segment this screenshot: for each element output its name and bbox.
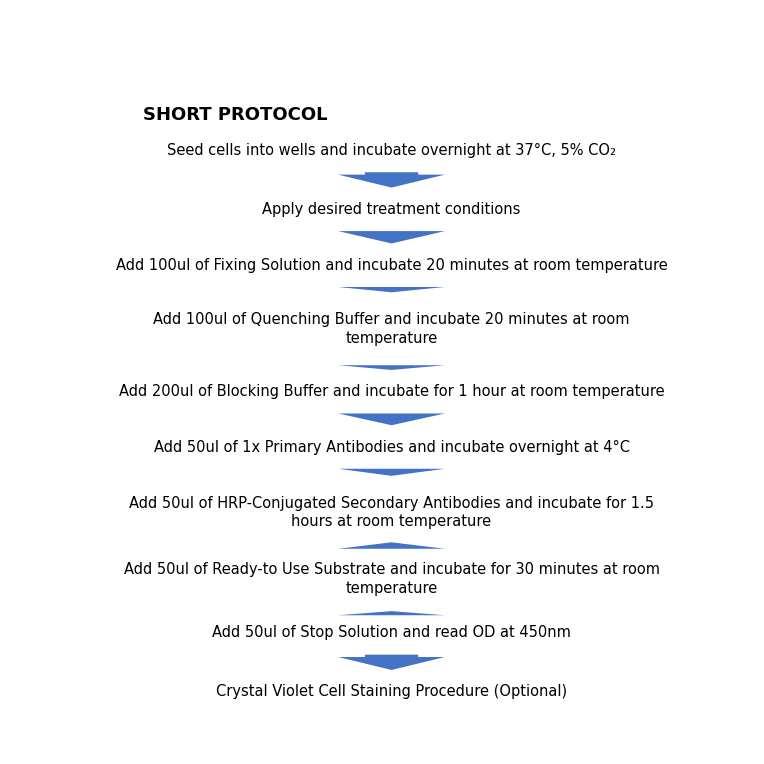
Polygon shape — [338, 231, 445, 244]
Text: Add 50ul of Stop Solution and read OD at 450nm: Add 50ul of Stop Solution and read OD at… — [212, 626, 571, 640]
Text: Add 50ul of HRP-Conjugated Secondary Antibodies and incubate for 1.5
hours at ro: Add 50ul of HRP-Conjugated Secondary Ant… — [129, 496, 654, 529]
Text: Apply desired treatment conditions: Apply desired treatment conditions — [262, 202, 521, 217]
Text: Add 50ul of Ready-to Use Substrate and incubate for 30 minutes at room
temperatu: Add 50ul of Ready-to Use Substrate and i… — [124, 562, 659, 596]
Polygon shape — [338, 469, 445, 476]
Polygon shape — [338, 172, 445, 188]
Polygon shape — [338, 611, 445, 615]
Text: Add 200ul of Blocking Buffer and incubate for 1 hour at room temperature: Add 200ul of Blocking Buffer and incubat… — [118, 384, 665, 400]
Polygon shape — [338, 287, 445, 293]
Polygon shape — [338, 542, 445, 549]
Polygon shape — [338, 655, 445, 670]
Polygon shape — [338, 365, 445, 370]
Text: SHORT PROTOCOL: SHORT PROTOCOL — [143, 106, 327, 125]
Polygon shape — [338, 413, 445, 426]
Text: Crystal Violet Cell Staining Procedure (Optional): Crystal Violet Cell Staining Procedure (… — [216, 685, 567, 699]
Text: Add 100ul of Quenching Buffer and incubate 20 minutes at room
temperature: Add 100ul of Quenching Buffer and incuba… — [154, 312, 630, 345]
Text: Add 50ul of 1x Primary Antibodies and incubate overnight at 4°C: Add 50ul of 1x Primary Antibodies and in… — [154, 439, 630, 455]
Text: Add 100ul of Fixing Solution and incubate 20 minutes at room temperature: Add 100ul of Fixing Solution and incubat… — [115, 257, 668, 273]
Text: Seed cells into wells and incubate overnight at 37°C, 5% CO₂: Seed cells into wells and incubate overn… — [167, 143, 616, 158]
